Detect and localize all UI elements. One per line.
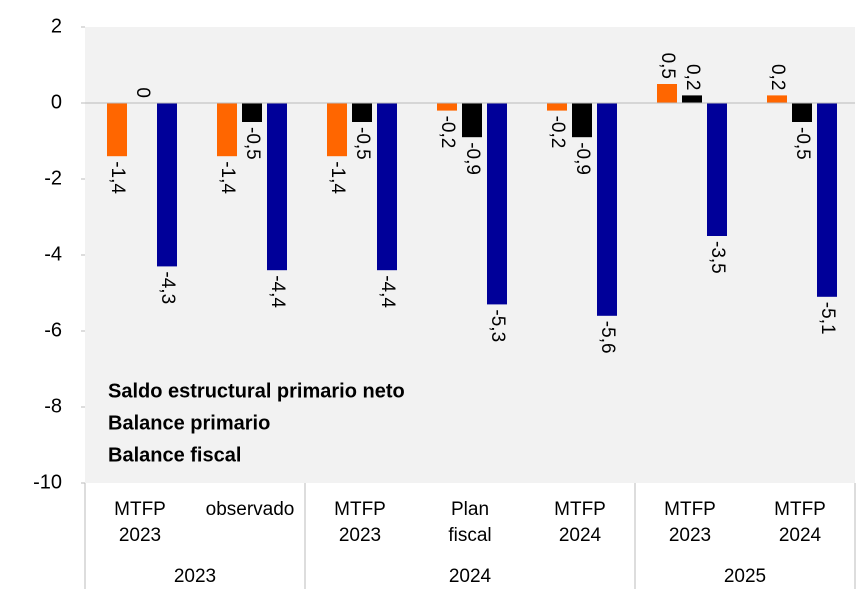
data-label: -0,9 [462,142,483,175]
data-label: -4,3 [157,271,178,304]
bar [107,103,127,157]
bar [817,103,837,297]
x-group-label: 2025 [724,566,766,587]
x-tick-label: MTFP [554,499,606,520]
x-tick-label: Plan [451,499,489,520]
y-tick-label: -2 [44,167,62,189]
y-tick-label: 0 [51,91,62,113]
data-label: -5,3 [487,309,508,342]
x-tick-label: 2024 [779,525,822,546]
data-label: -1,4 [217,161,238,194]
data-label: -3,5 [707,241,728,274]
bar [157,103,177,267]
bar [767,95,787,103]
bar [792,103,812,122]
data-label: -0,2 [547,116,568,149]
y-tick-label: -4 [44,243,62,265]
bar [597,103,617,316]
data-label: -1,4 [327,161,348,194]
bar [267,103,287,271]
x-tick-label: MTFP [334,499,386,520]
legend-entry: Balance fiscal [108,444,241,466]
data-label: 0,5 [657,53,678,79]
data-label: -0,5 [352,127,373,160]
legend-entry: Saldo estructural primario neto [108,380,405,402]
x-tick-label: 2023 [339,525,381,546]
data-label: -4,4 [267,275,288,308]
y-tick-label: -10 [33,471,62,493]
x-tick-label: fiscal [448,525,491,546]
data-label: -1,4 [107,161,128,194]
x-group-label: 2024 [449,566,492,587]
bar [242,103,262,122]
bar [572,103,592,138]
bar [377,103,397,271]
data-label: -0,5 [242,127,263,160]
bar [487,103,507,305]
data-label: 0,2 [682,64,703,90]
bar [352,103,372,122]
x-tick-label: 2024 [559,525,602,546]
x-tick-label: observado [206,499,295,520]
bar [437,103,457,111]
data-label: 0,2 [767,64,788,90]
legend-entry: Balance primario [108,412,270,434]
x-tick-label: MTFP [664,499,716,520]
bar [327,103,347,157]
y-tick-label: -6 [44,319,62,341]
data-label: -5,1 [817,302,838,335]
data-label: 0 [132,87,153,98]
bar [547,103,567,111]
y-tick-label: 2 [51,15,62,37]
data-label: -0,2 [437,116,458,149]
x-tick-label: MTFP [774,499,826,520]
data-label: -5,6 [597,321,618,354]
bar [462,103,482,138]
y-tick-label: -8 [44,395,62,417]
x-tick-label: MTFP [114,499,166,520]
bar [217,103,237,157]
bar [682,95,702,103]
data-label: -0,9 [572,142,593,175]
data-label: -0,5 [792,127,813,160]
bar [657,84,677,103]
x-tick-label: 2023 [119,525,161,546]
bar [707,103,727,236]
x-tick-label: 2023 [669,525,711,546]
data-label: -4,4 [377,275,398,308]
x-group-label: 2023 [174,566,216,587]
